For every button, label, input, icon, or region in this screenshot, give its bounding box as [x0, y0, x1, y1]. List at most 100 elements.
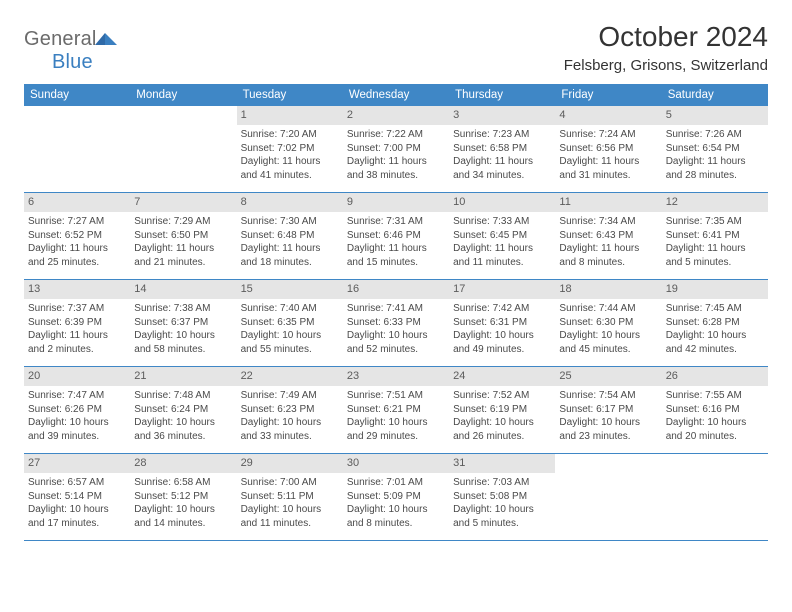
sunrise-text: Sunrise: 7:41 AM — [347, 302, 445, 316]
week-row: 1Sunrise: 7:20 AMSunset: 7:02 PMDaylight… — [24, 106, 768, 193]
dow-tuesday: Tuesday — [237, 84, 343, 106]
day-cell: 27 Sunrise: 6:57 AMSunset: 5:14 PMDayligh… — [24, 454, 130, 540]
day-number: 25 — [555, 367, 661, 386]
day-number: 2 — [343, 106, 449, 125]
sunset-text: Sunset: 6:48 PM — [241, 229, 339, 243]
sunrise-text: Sunrise: 7:03 AM — [453, 476, 551, 490]
dow-friday: Friday — [555, 84, 661, 106]
daylight-text: Daylight: 11 hours and 38 minutes. — [347, 155, 445, 182]
dow-saturday: Saturday — [662, 84, 768, 106]
daylight-text: Daylight: 10 hours and 29 minutes. — [347, 416, 445, 443]
sunset-text: Sunset: 6:23 PM — [241, 403, 339, 417]
day-cell: 10Sunrise: 7:33 AMSunset: 6:45 PMDayligh… — [449, 193, 555, 279]
day-body: Sunrise: 7:22 AMSunset: 7:00 PMDaylight:… — [347, 128, 445, 182]
daylight-text: Daylight: 11 hours and 5 minutes. — [666, 242, 764, 269]
day-body: Sunrise: 7:48 AMSunset: 6:24 PMDaylight:… — [134, 389, 232, 443]
sunset-text: Sunset: 6:43 PM — [559, 229, 657, 243]
sunset-text: Sunset: 5:09 PM — [347, 490, 445, 504]
daylight-text: Daylight: 11 hours and 8 minutes. — [559, 242, 657, 269]
sunrise-text: Sunrise: 6:57 AM — [28, 476, 126, 490]
day-number: 12 — [662, 193, 768, 212]
sunrise-text: Sunrise: 7:27 AM — [28, 215, 126, 229]
daylight-text: Daylight: 10 hours and 58 minutes. — [134, 329, 232, 356]
day-body: Sunrise: 7:35 AMSunset: 6:41 PMDaylight:… — [666, 215, 764, 269]
sunset-text: Sunset: 6:50 PM — [134, 229, 232, 243]
day-body: Sunrise: 7:30 AMSunset: 6:48 PMDaylight:… — [241, 215, 339, 269]
day-cell: 29Sunrise: 7:00 AMSunset: 5:11 PMDayligh… — [237, 454, 343, 540]
sunset-text: Sunset: 6:28 PM — [666, 316, 764, 330]
day-cell: 26Sunrise: 7:55 AMSunset: 6:16 PMDayligh… — [662, 367, 768, 453]
daylight-text: Daylight: 11 hours and 34 minutes. — [453, 155, 551, 182]
day-body: Sunrise: 7:27 AMSunset: 6:52 PMDaylight:… — [28, 215, 126, 269]
sunset-text: Sunset: 6:35 PM — [241, 316, 339, 330]
week-row: 6Sunrise: 7:27 AMSunset: 6:52 PMDaylight… — [24, 193, 768, 280]
sunrise-text: Sunrise: 7:45 AM — [666, 302, 764, 316]
day-number: 23 — [343, 367, 449, 386]
day-number: 20 — [24, 367, 130, 386]
sunrise-text: Sunrise: 7:47 AM — [28, 389, 126, 403]
day-body: Sunrise: 7:00 AMSunset: 5:11 PMDaylight:… — [241, 476, 339, 530]
week-row: 20 Sunrise: 7:47 AMSunset: 6:26 PMDayligh… — [24, 367, 768, 454]
day-body: Sunrise: 7:01 AMSunset: 5:09 PMDaylight:… — [347, 476, 445, 530]
sunrise-text: Sunrise: 7:30 AM — [241, 215, 339, 229]
day-cell: 1Sunrise: 7:20 AMSunset: 7:02 PMDaylight… — [237, 106, 343, 192]
day-number: 4 — [555, 106, 661, 125]
day-body: Sunrise: 7:20 AMSunset: 7:02 PMDaylight:… — [241, 128, 339, 182]
sunrise-text: Sunrise: 7:44 AM — [559, 302, 657, 316]
day-body: Sunrise: 7:38 AMSunset: 6:37 PMDaylight:… — [134, 302, 232, 356]
day-number: 24 — [449, 367, 555, 386]
sunrise-text: Sunrise: 7:40 AM — [241, 302, 339, 316]
day-number: 17 — [449, 280, 555, 299]
day-body: Sunrise: 7:44 AMSunset: 6:30 PMDaylight:… — [559, 302, 657, 356]
daylight-text: Daylight: 10 hours and 23 minutes. — [559, 416, 657, 443]
sunrise-text: Sunrise: 7:29 AM — [134, 215, 232, 229]
day-body: Sunrise: 7:47 AMSunset: 6:26 PMDaylight:… — [28, 389, 126, 443]
day-body: Sunrise: 7:42 AMSunset: 6:31 PMDaylight:… — [453, 302, 551, 356]
sunset-text: Sunset: 6:33 PM — [347, 316, 445, 330]
day-cell: 19Sunrise: 7:45 AMSunset: 6:28 PMDayligh… — [662, 280, 768, 366]
daylight-text: Daylight: 10 hours and 45 minutes. — [559, 329, 657, 356]
daylight-text: Daylight: 10 hours and 36 minutes. — [134, 416, 232, 443]
sunrise-text: Sunrise: 7:34 AM — [559, 215, 657, 229]
day-number: 27 — [24, 454, 130, 473]
sunset-text: Sunset: 6:16 PM — [666, 403, 764, 417]
logo-mark-icon — [95, 28, 117, 51]
sunset-text: Sunset: 6:52 PM — [28, 229, 126, 243]
logo-part1: General — [24, 28, 97, 50]
logo: GeneralBlue — [24, 28, 117, 74]
day-body: Sunrise: 7:41 AMSunset: 6:33 PMDaylight:… — [347, 302, 445, 356]
sunset-text: Sunset: 6:56 PM — [559, 142, 657, 156]
day-number: 30 — [343, 454, 449, 473]
daylight-text: Daylight: 11 hours and 15 minutes. — [347, 242, 445, 269]
daylight-text: Daylight: 10 hours and 55 minutes. — [241, 329, 339, 356]
sunset-text: Sunset: 7:02 PM — [241, 142, 339, 156]
day-number: 6 — [24, 193, 130, 212]
day-body: Sunrise: 6:58 AMSunset: 5:12 PMDaylight:… — [134, 476, 232, 530]
sunrise-text: Sunrise: 7:38 AM — [134, 302, 232, 316]
day-body: Sunrise: 7:37 AMSunset: 6:39 PMDaylight:… — [28, 302, 126, 356]
day-cell: 2 Sunrise: 7:22 AMSunset: 7:00 PMDaylight… — [343, 106, 449, 192]
day-cell: 31Sunrise: 7:03 AMSunset: 5:08 PMDayligh… — [449, 454, 555, 540]
day-number: 11 — [555, 193, 661, 212]
day-body: Sunrise: 6:57 AMSunset: 5:14 PMDaylight:… — [28, 476, 126, 530]
daylight-text: Daylight: 10 hours and 52 minutes. — [347, 329, 445, 356]
day-cell: 25 Sunrise: 7:54 AMSunset: 6:17 PMDayligh… — [555, 367, 661, 453]
sunrise-text: Sunrise: 7:49 AM — [241, 389, 339, 403]
day-of-week-header: Sunday Monday Tuesday Wednesday Thursday… — [24, 84, 768, 106]
day-number: 18 — [555, 280, 661, 299]
day-body: Sunrise: 7:51 AMSunset: 6:21 PMDaylight:… — [347, 389, 445, 443]
day-cell: 4Sunrise: 7:24 AMSunset: 6:56 PMDaylight… — [555, 106, 661, 192]
day-body: Sunrise: 7:54 AMSunset: 6:17 PMDaylight:… — [559, 389, 657, 443]
day-body: Sunrise: 7:49 AMSunset: 6:23 PMDaylight:… — [241, 389, 339, 443]
sunset-text: Sunset: 6:39 PM — [28, 316, 126, 330]
day-number: 5 — [662, 106, 768, 125]
daylight-text: Daylight: 11 hours and 2 minutes. — [28, 329, 126, 356]
day-cell — [555, 454, 661, 540]
day-body: Sunrise: 7:23 AMSunset: 6:58 PMDaylight:… — [453, 128, 551, 182]
sunset-text: Sunset: 5:08 PM — [453, 490, 551, 504]
daylight-text: Daylight: 10 hours and 5 minutes. — [453, 503, 551, 530]
daylight-text: Daylight: 11 hours and 11 minutes. — [453, 242, 551, 269]
sunset-text: Sunset: 5:12 PM — [134, 490, 232, 504]
daylight-text: Daylight: 11 hours and 25 minutes. — [28, 242, 126, 269]
day-body: Sunrise: 7:26 AMSunset: 6:54 PMDaylight:… — [666, 128, 764, 182]
